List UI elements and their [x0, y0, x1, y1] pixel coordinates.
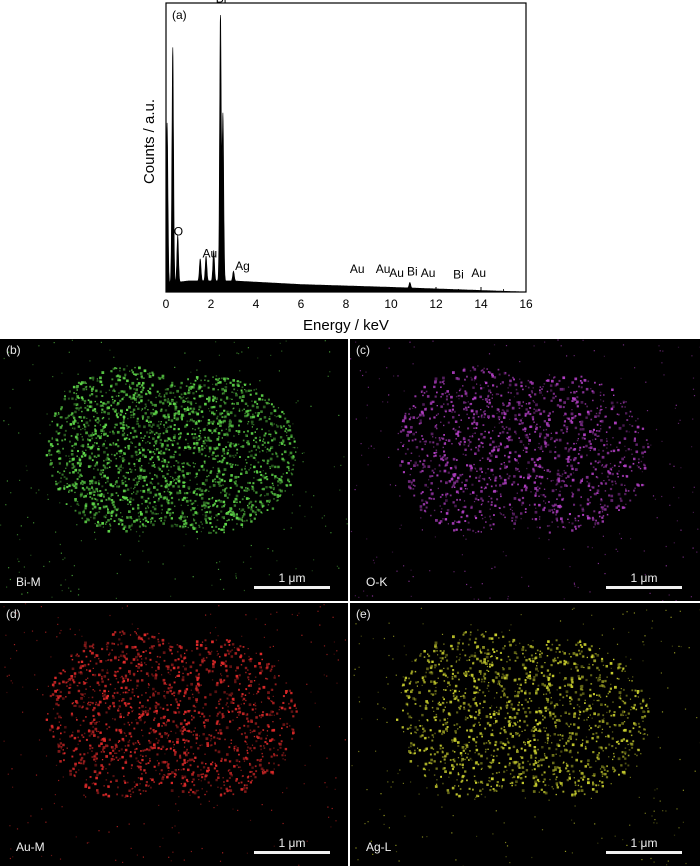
element-label: Ag-L: [366, 840, 392, 854]
map-image: [350, 339, 700, 601]
x-tick-label: 4: [253, 297, 260, 311]
map-panel-bi: (b) Bi-M 1 μm: [0, 339, 348, 601]
x-tick-label: 6: [298, 297, 305, 311]
peak-label: Bi: [216, 0, 227, 6]
panel-label: (e): [356, 607, 371, 621]
scale-bar: 1 μm: [606, 571, 682, 589]
map-image: [3, 603, 346, 866]
scale-label: 1 μm: [630, 571, 658, 585]
x-tick-label: 16: [519, 297, 533, 311]
map-image: [351, 607, 700, 866]
scale-label: 1 μm: [278, 571, 306, 585]
map-image: [0, 339, 348, 599]
panel-label: (c): [356, 343, 370, 357]
map-panel-ag: (e) Ag-L 1 μm: [350, 603, 700, 866]
panel-label: (a): [172, 8, 187, 22]
peak-label: Au: [421, 266, 436, 280]
element-label: Au-M: [16, 840, 45, 854]
peak-label: Au: [389, 266, 404, 280]
scale-label: 1 μm: [278, 836, 306, 850]
x-tick-label: 8: [343, 297, 350, 311]
panel-label: (b): [6, 343, 21, 357]
element-label: O-K: [366, 575, 388, 589]
x-tick-label: 0: [163, 297, 170, 311]
x-tick-label: 12: [429, 297, 443, 311]
scale-bar: 1 μm: [254, 571, 330, 589]
scale-line: [254, 851, 330, 854]
panel-label: (d): [6, 607, 21, 621]
x-tick-label: 14: [474, 297, 488, 311]
peak-label: Au: [203, 247, 218, 261]
x-axis-label: Energy / keV: [303, 317, 389, 334]
element-label: Bi-M: [16, 575, 41, 589]
x-tick-label: 2: [208, 297, 215, 311]
scale-line: [254, 586, 330, 589]
scale-bar: 1 μm: [254, 836, 330, 854]
peak-label: Ag: [235, 259, 250, 273]
scale-label: 1 μm: [630, 836, 658, 850]
scale-line: [606, 851, 682, 854]
map-panel-au: (d) Au-M 1 μm: [0, 603, 348, 866]
x-tick-label: 10: [384, 297, 398, 311]
y-axis-label: Counts / a.u.: [141, 99, 158, 184]
eds-spectrum-chart: 0 2 4 6 8 10 12 14 16 Energy / keV Counts / a.u. (a…: [141, 0, 533, 334]
spectrum-trace: [165, 14, 526, 293]
scale-bar: 1 μm: [606, 836, 682, 854]
peak-label: Bi: [407, 265, 418, 279]
peak-label: Au: [350, 262, 365, 276]
map-panel-o: (c) O-K 1 μm: [350, 339, 700, 601]
peak-label: O: [174, 224, 183, 238]
peak-label: Au: [376, 262, 391, 276]
peak-label: Bi: [453, 267, 464, 281]
scale-line: [606, 586, 682, 589]
peak-label: Au: [471, 266, 486, 280]
